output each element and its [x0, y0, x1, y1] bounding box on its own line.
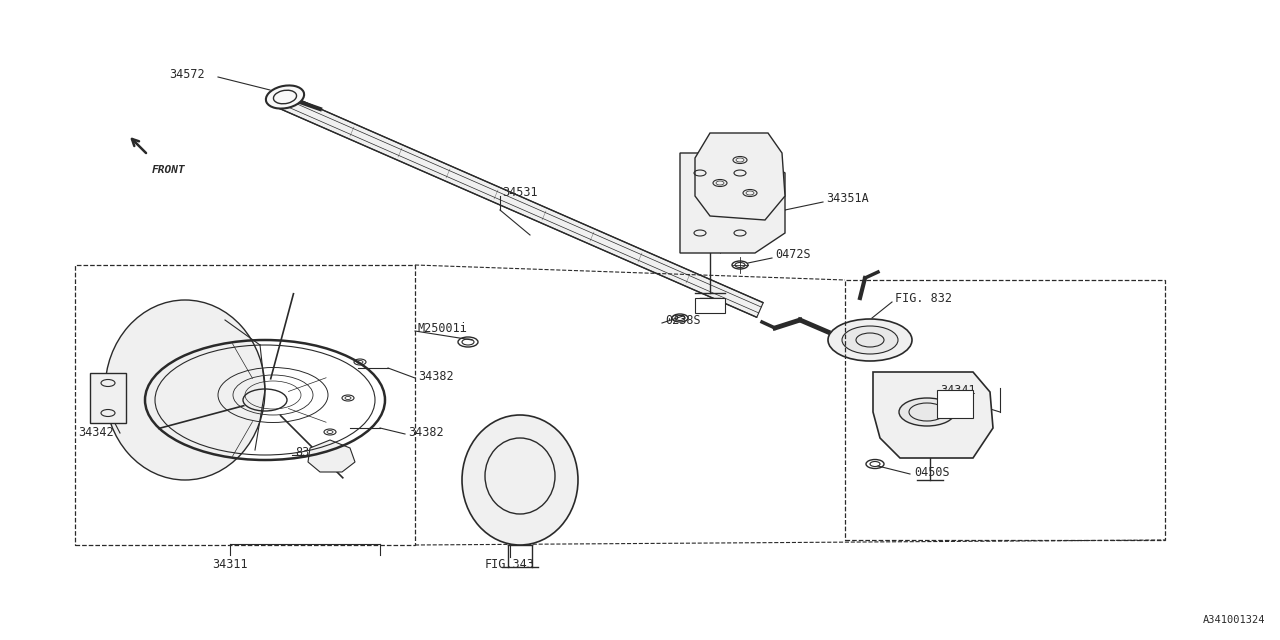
Polygon shape	[680, 153, 785, 253]
Text: FIG. 832: FIG. 832	[895, 291, 952, 305]
Circle shape	[899, 398, 955, 426]
Bar	[845, 280, 1165, 540]
Text: 0238S: 0238S	[666, 314, 700, 326]
Polygon shape	[695, 298, 724, 313]
Bar	[76, 265, 415, 545]
Text: 34341: 34341	[940, 383, 975, 397]
Text: 34382: 34382	[419, 369, 453, 383]
Text: 34351A: 34351A	[826, 191, 869, 205]
Circle shape	[828, 319, 911, 361]
Ellipse shape	[462, 415, 579, 545]
Polygon shape	[695, 133, 785, 220]
Bar	[90, 373, 125, 423]
Polygon shape	[308, 440, 355, 472]
Text: A341001324: A341001324	[1202, 615, 1265, 625]
Text: 34311: 34311	[212, 558, 248, 571]
Ellipse shape	[105, 300, 265, 480]
Bar	[937, 390, 973, 418]
Polygon shape	[873, 372, 993, 458]
Text: FRONT: FRONT	[152, 165, 186, 175]
Text: 34342: 34342	[78, 426, 114, 438]
Text: FIG.343: FIG.343	[485, 558, 535, 571]
Text: M25001i: M25001i	[419, 321, 468, 335]
Text: 34531: 34531	[502, 186, 538, 198]
Text: 34572: 34572	[169, 68, 205, 81]
Text: 0472S: 0472S	[774, 248, 810, 262]
Ellipse shape	[266, 86, 305, 109]
Text: 83151: 83151	[294, 445, 330, 458]
Circle shape	[842, 326, 899, 354]
Text: 0450S: 0450S	[914, 465, 950, 479]
Polygon shape	[276, 93, 763, 317]
Text: 34382: 34382	[408, 426, 444, 438]
